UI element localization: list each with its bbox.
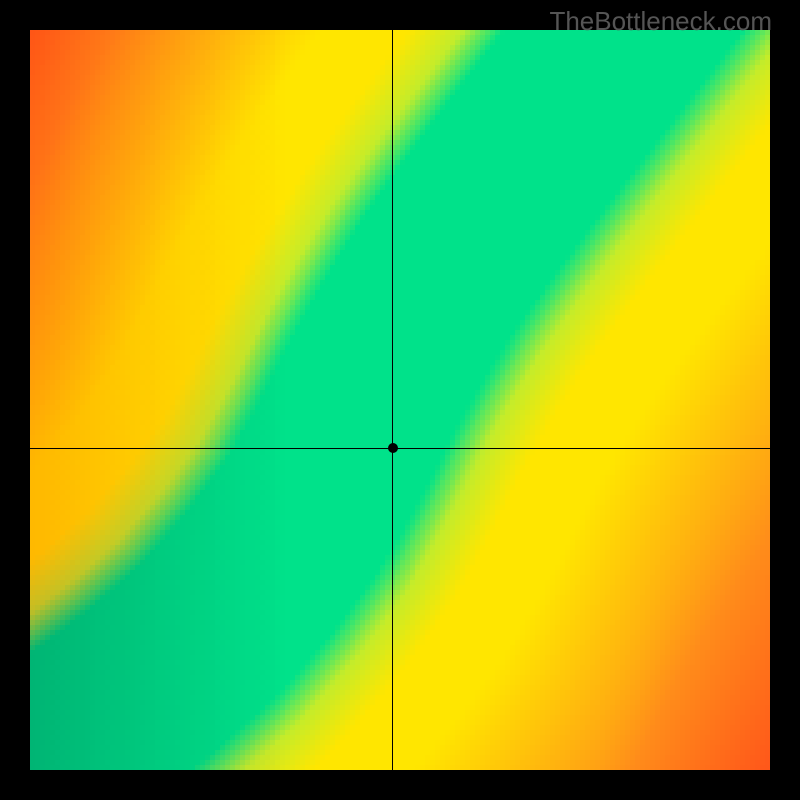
plot-area xyxy=(30,30,770,770)
crosshair-horizontal xyxy=(30,448,770,449)
crosshair-marker xyxy=(388,443,398,453)
watermark-text: TheBottleneck.com xyxy=(549,6,772,37)
heatmap-canvas xyxy=(30,30,770,770)
crosshair-vertical xyxy=(392,30,393,770)
chart-frame: TheBottleneck.com xyxy=(0,0,800,800)
